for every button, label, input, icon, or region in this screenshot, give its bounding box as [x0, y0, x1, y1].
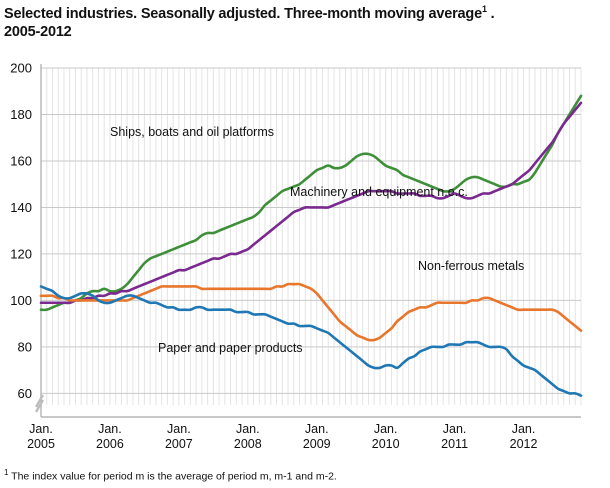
- axis-break-icon: [34, 394, 45, 413]
- x-axis-tick-label-month: Jan.: [443, 422, 467, 436]
- x-axis-tick-label-year: 2007: [165, 437, 193, 451]
- y-axis-tick-label: 200: [10, 61, 32, 76]
- x-axis-tick-label-year: 2010: [372, 437, 400, 451]
- major-gridlines: [41, 67, 581, 394]
- x-axis-tick-label-month: Jan.: [512, 422, 536, 436]
- series-line-2: [39, 282, 583, 342]
- footnote-marker: 1: [4, 468, 9, 477]
- x-axis-tick-label-year: 2005: [27, 437, 55, 451]
- x-axis-tick-label-year: 2006: [96, 437, 124, 451]
- series-line-3: [39, 285, 583, 397]
- series-line-1: [39, 101, 583, 305]
- title-footnote-marker: 1: [481, 4, 487, 14]
- x-axis-tick-label-month: Jan.: [374, 422, 398, 436]
- page-title: Selected industries. Seasonally adjusted…: [4, 4, 604, 42]
- minor-gridlines: [40, 68, 582, 405]
- x-axis-tick-label-month: Jan.: [29, 422, 53, 436]
- title-line2: 2005-2012: [4, 24, 72, 41]
- x-axis-tick-label-year: 2009: [303, 437, 331, 451]
- x-axis-tick-labels: Jan.2005Jan.2006Jan.2007Jan.2008Jan.2009…: [27, 422, 537, 451]
- x-axis-tick-label-month: Jan.: [236, 422, 260, 436]
- line-chart: 60 80 100 120 140 160 180 200 Jan. 2005 Jan. 2006 J…: [0, 50, 610, 455]
- x-axis-tick-label-month: Jan.: [305, 422, 329, 436]
- title-line1: Selected industries. Seasonally adjusted…: [4, 5, 482, 22]
- title-line1-end: .: [486, 5, 495, 22]
- series-lines: [39, 94, 583, 397]
- axis-break-stroke: [34, 394, 45, 408]
- y-axis-tick-label: 180: [10, 107, 32, 122]
- y-axis-tick-label: 100: [10, 293, 32, 308]
- series-label-1: Machinery and equipment n.e.c.: [290, 185, 468, 199]
- series-inline-labels: Ships, boats and oil platforms Machinery …: [110, 125, 524, 355]
- footnote: 1 The index value for period m is the av…: [4, 468, 604, 483]
- series-line-0: [39, 94, 583, 312]
- y-axis-tick-label: 80: [18, 339, 32, 354]
- x-axis-tick-label-month: Jan.: [98, 422, 122, 436]
- y-axis-tick-label: 160: [10, 153, 32, 168]
- y-axis-tick-label: 140: [10, 200, 32, 215]
- x-axis-tick-label-month: Jan.: [167, 422, 191, 436]
- x-axis-tick-label-year: 2012: [510, 437, 538, 451]
- x-axis-tick-label-year: 2011: [441, 437, 468, 451]
- footnote-text: The index value for period m is the aver…: [8, 470, 337, 483]
- series-label-0: Ships, boats and oil platforms: [110, 125, 274, 139]
- series-label-3: Paper and paper products: [158, 341, 303, 355]
- y-axis-tick-label: 120: [10, 246, 32, 261]
- axes: [34, 64, 581, 418]
- series-label-2: Non-ferrous metals: [418, 259, 524, 273]
- y-axis-tick-labels: 60 80 100 120 140 160 180 200: [10, 61, 32, 401]
- x-axis-tick-label-year: 2008: [234, 437, 262, 451]
- axis-break-stroke: [34, 399, 45, 413]
- y-axis-tick-label: 60: [18, 386, 32, 401]
